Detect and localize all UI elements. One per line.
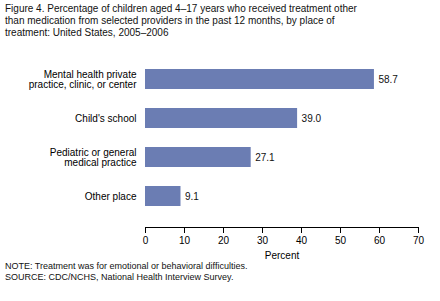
svg-text:60: 60 — [374, 235, 386, 246]
svg-text:Mental health privatepractice,: Mental health privatepractice, clinic, o… — [29, 69, 137, 90]
svg-text:Other place: Other place — [85, 191, 137, 202]
svg-text:27.1: 27.1 — [255, 152, 275, 163]
svg-text:0: 0 — [143, 235, 149, 246]
svg-text:Percent: Percent — [265, 250, 300, 261]
svg-text:30: 30 — [257, 235, 269, 246]
svg-text:70: 70 — [413, 235, 425, 246]
svg-text:20: 20 — [218, 235, 230, 246]
html-text:Figure 4. Percentage of childr: Figure 4. Percentage of children aged 4–… — [5, 3, 357, 38]
svg-text:Child's school: Child's school — [75, 113, 136, 124]
svg-text:Pediatric or generalmedical pr: Pediatric or generalmedical practice — [50, 147, 137, 168]
svg-text:40: 40 — [296, 235, 308, 246]
svg-text:50: 50 — [335, 235, 347, 246]
svg-text:10: 10 — [179, 235, 191, 246]
svg-text:39.0: 39.0 — [302, 113, 322, 124]
svg-text:58.7: 58.7 — [378, 74, 398, 85]
svg-text:9.1: 9.1 — [185, 191, 199, 202]
html-text:NOTE: Treatment was for emotio: NOTE: Treatment was for emotional or beh… — [5, 261, 248, 282]
